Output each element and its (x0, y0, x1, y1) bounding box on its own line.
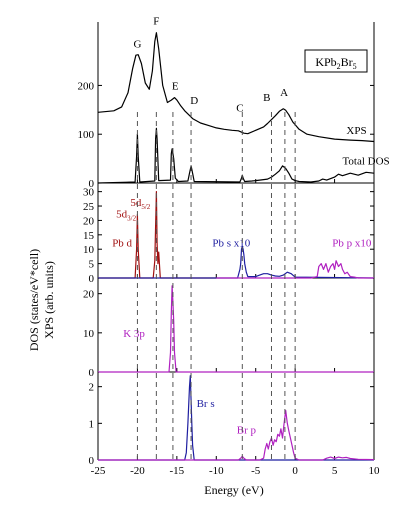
series-label: Br p (237, 425, 257, 437)
series-label: Pb s x10 (212, 237, 250, 249)
orbital-label: 5d3/2 (116, 209, 136, 223)
x-tick-label: 5 (332, 465, 338, 477)
series-pb-d (98, 191, 217, 279)
peak-label-d: D (190, 95, 198, 107)
y-tick-label: 20 (83, 215, 95, 227)
y-axis-label-1: DOS (states/eV*cell) (27, 249, 41, 351)
y-tick-label: 15 (83, 230, 95, 242)
x-tick-label: 0 (292, 465, 298, 477)
series-label: Pb p x10 (332, 237, 372, 249)
peak-label-g: G (133, 38, 141, 50)
series-xps (97, 32, 375, 143)
y-tick-label: 20 (83, 289, 95, 301)
panel-pb: 0 5 10 15 20 25 30 Pb d Pb s x10 Pb p x10 5d3/25d5… (83, 183, 375, 285)
y-tick-label: 0 (89, 273, 95, 285)
peak-label-a: A (280, 87, 288, 99)
peak-label-b: B (263, 92, 270, 104)
compound-label-box: KPb2Br5 (304, 49, 368, 73)
x-tick-label: 10 (369, 465, 381, 477)
orbital-label: 5d5/2 (130, 197, 150, 211)
x-tick-label: -5 (251, 465, 261, 477)
series-total-dos (97, 127, 375, 184)
panel-br: 0 1 2 -25 -20 -15 -10 -5 0 5 10 Br s Br p (89, 372, 381, 477)
y-tick-label: 0 (89, 367, 95, 379)
series-br-p (98, 409, 375, 461)
peak-label-c: C (236, 102, 243, 114)
x-tick-label: -10 (209, 465, 224, 477)
y-tick-label: 200 (78, 80, 95, 92)
x-axis-label: Energy (eV) (204, 483, 263, 497)
series-label: Pb d (112, 237, 132, 249)
y-tick-label: 10 (83, 244, 95, 256)
series-label: K 3p (123, 328, 145, 340)
series-br-s (98, 375, 374, 461)
panel-xps: 0 100 200 GF ED C B A XPS Total DOS (78, 15, 390, 190)
y-tick-label: 10 (83, 328, 95, 340)
y-tick-label: 100 (78, 129, 95, 141)
y-tick-label: 2 (89, 382, 95, 394)
y-tick-label: 25 (83, 201, 95, 213)
y-tick-label: 0 (89, 178, 95, 190)
y-tick-label: 0 (89, 455, 95, 467)
x-tick-label: -20 (130, 465, 145, 477)
series-pb-p-x10 (216, 260, 374, 279)
series-label: Total DOS (342, 155, 389, 167)
series-label: XPS (346, 125, 366, 137)
y-tick-label: 1 (89, 418, 95, 430)
peak-label-f: F (153, 15, 159, 27)
y-tick-label: 5 (89, 259, 95, 271)
x-tick-label: -25 (91, 465, 106, 477)
y-axis-label-2: XPS (arb. units) (42, 261, 56, 339)
y-tick-label: 30 (83, 187, 95, 199)
peak-label-e: E (172, 80, 179, 92)
reference-lines (136, 112, 296, 460)
panel-k: 0 10 20 K 3p (83, 278, 375, 379)
compound-label: KPb2Br5 (315, 55, 356, 71)
series-label: Br s (197, 398, 215, 410)
x-tick-label: -15 (170, 465, 185, 477)
